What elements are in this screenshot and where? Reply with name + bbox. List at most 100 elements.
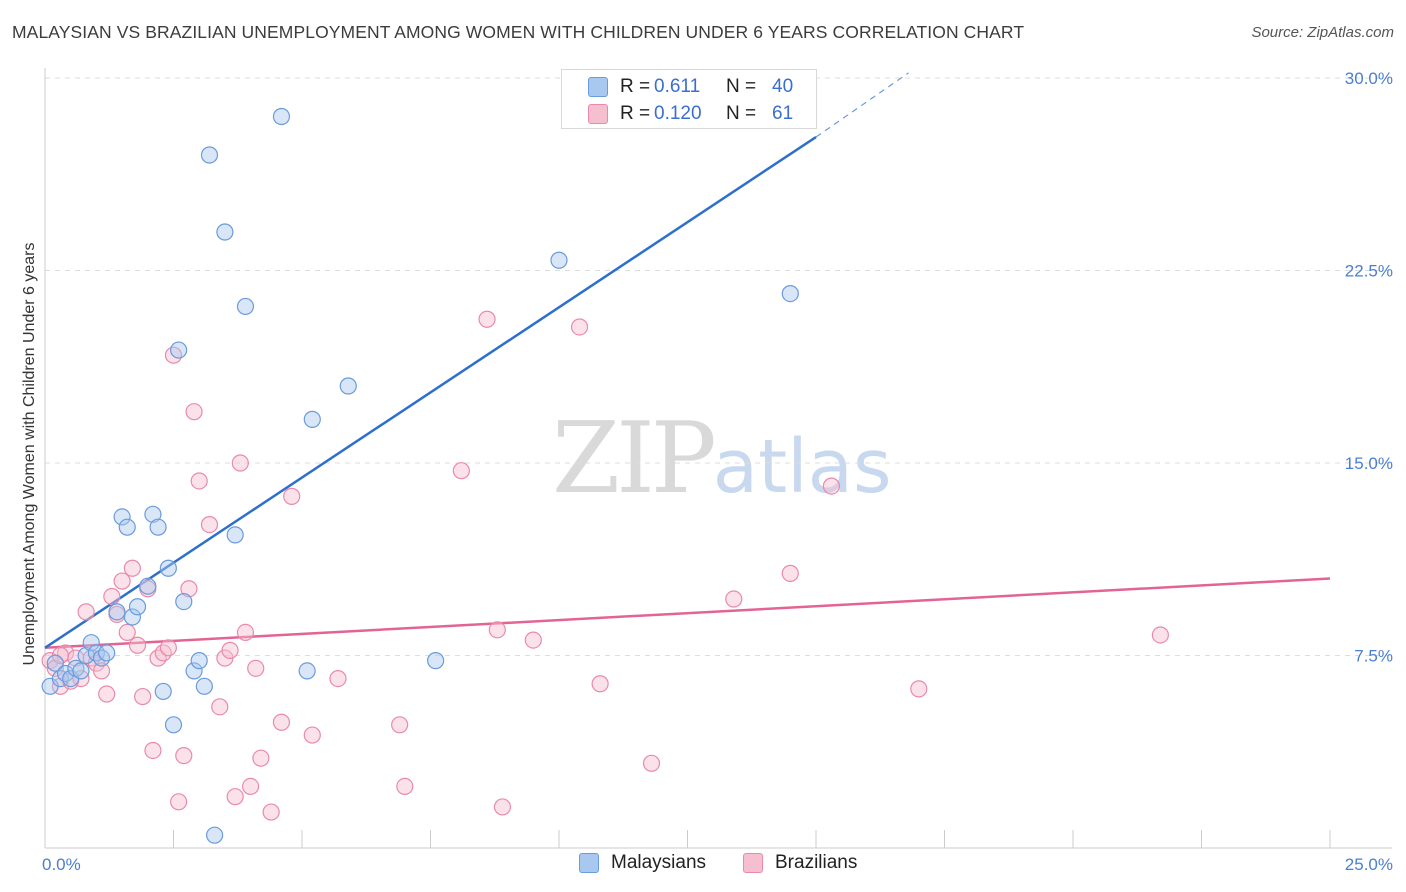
brazilian-point xyxy=(159,639,177,657)
malaysian-point xyxy=(113,508,131,526)
malaysian-point xyxy=(82,634,100,652)
legend-n-value: 61 xyxy=(772,103,794,124)
brazilian-point xyxy=(391,716,409,734)
malaysian-point xyxy=(72,662,90,680)
legend-r-label: R = xyxy=(620,103,651,124)
brazilian-point xyxy=(822,477,841,495)
brazilian-point xyxy=(910,680,928,698)
malaysian-point xyxy=(149,518,167,536)
malaysian-point xyxy=(128,598,147,616)
watermark-zip: ZIP xyxy=(552,402,717,516)
point-layer xyxy=(41,107,1169,844)
malaysian-trend-extension xyxy=(815,72,909,138)
malaysian-point xyxy=(154,682,172,701)
brazilian-point xyxy=(396,777,414,796)
legend-n-label: N = xyxy=(726,103,757,124)
brazilian-point xyxy=(452,462,470,480)
brazilian-point xyxy=(329,669,347,688)
y-tick-label: 30.0% xyxy=(1345,69,1393,88)
malaysian-swatch xyxy=(579,853,599,873)
brazilian-point xyxy=(113,572,131,590)
brazilian-point xyxy=(185,403,203,421)
source-label: Source: ZipAtlas.com xyxy=(1251,24,1394,41)
malaysian-point xyxy=(206,826,224,844)
brazilian-point xyxy=(123,559,141,577)
malaysian-point xyxy=(185,662,203,680)
brazilian-point xyxy=(144,741,162,760)
brazilian-point xyxy=(272,713,291,731)
malaysian-point xyxy=(170,341,188,359)
malaysian-point xyxy=(139,577,157,595)
brazilian-point xyxy=(164,346,183,364)
watermark-atlas: atlas xyxy=(712,424,892,510)
malaysian-point xyxy=(118,518,136,536)
brazilian-point xyxy=(175,746,193,765)
brazilian-point xyxy=(118,623,136,642)
malaysian-point xyxy=(781,285,799,303)
malaysian-point xyxy=(272,107,291,126)
legend-r-value: 0.120 xyxy=(654,103,702,124)
malaysian-point xyxy=(236,297,255,316)
malaysian-point xyxy=(164,716,183,734)
legend-row-malaysian: R = 0.611 N = 40 xyxy=(562,74,818,100)
brazilian-swatch xyxy=(588,104,608,124)
brazilian-point xyxy=(488,621,506,639)
brazilian-point xyxy=(149,649,167,667)
brazilian-point xyxy=(134,687,152,706)
brazilian-point xyxy=(303,726,321,744)
legend-n-label: N = xyxy=(726,76,757,97)
malaysian-point xyxy=(92,649,111,667)
malaysian-point xyxy=(46,654,64,672)
brazilian-point xyxy=(478,310,496,328)
malaysian-point xyxy=(298,662,316,680)
brazilian-trend-line xyxy=(44,577,1331,650)
brazilian-point xyxy=(570,318,589,336)
malaysian-point xyxy=(550,251,568,269)
y-tick-label: 22.5% xyxy=(1345,262,1393,281)
malaysian-point xyxy=(216,223,234,241)
brazilian-point xyxy=(190,472,208,490)
malaysian-point xyxy=(427,652,445,670)
brazilian-point xyxy=(154,644,172,662)
brazilian-point xyxy=(1151,626,1169,644)
malaysian-swatch xyxy=(588,77,608,97)
y-tick-label: 7.5% xyxy=(1354,647,1393,666)
grid-layer xyxy=(45,77,1392,656)
malaysian-point xyxy=(195,677,213,695)
brazilian-point xyxy=(103,587,121,606)
malaysian-point xyxy=(303,410,321,428)
malaysian-point xyxy=(144,505,162,523)
y-tick-label: 15.0% xyxy=(1345,454,1393,473)
axis-layer xyxy=(44,68,1392,849)
brazilian-point xyxy=(180,580,198,598)
legend-r-value: 0.611 xyxy=(654,76,701,97)
brazilian-point xyxy=(242,777,260,796)
brazilian-point xyxy=(781,564,799,582)
brazilian-point xyxy=(77,603,95,621)
malaysian-point xyxy=(98,644,116,662)
brazilian-swatch xyxy=(743,853,763,873)
brazilian-point xyxy=(725,590,743,608)
malaysian-point xyxy=(175,592,193,611)
brazilian-point xyxy=(92,662,111,680)
brazilian-point xyxy=(524,631,542,649)
legend-label-brazilians: Brazilians xyxy=(775,852,858,873)
brazilian-point xyxy=(262,803,280,821)
malaysian-point xyxy=(339,377,357,395)
brazilian-point xyxy=(211,698,229,716)
brazilian-point xyxy=(247,659,265,677)
x-tick-label: 0.0% xyxy=(42,855,81,874)
malaysian-point xyxy=(226,526,244,544)
brazilian-point xyxy=(642,754,661,772)
brazilian-point xyxy=(46,659,64,677)
chart-title: MALAYSIAN VS BRAZILIAN UNEMPLOYMENT AMON… xyxy=(12,22,1025,42)
brazilian-point xyxy=(226,788,244,806)
malaysian-point xyxy=(200,146,219,164)
brazilian-point xyxy=(283,487,301,505)
malaysian-point xyxy=(123,608,141,626)
brazilian-point xyxy=(221,641,239,659)
watermark: ZIPatlas xyxy=(552,402,892,516)
brazilian-point xyxy=(493,798,512,816)
malaysian-point xyxy=(190,652,208,670)
malaysian-point xyxy=(159,559,177,577)
